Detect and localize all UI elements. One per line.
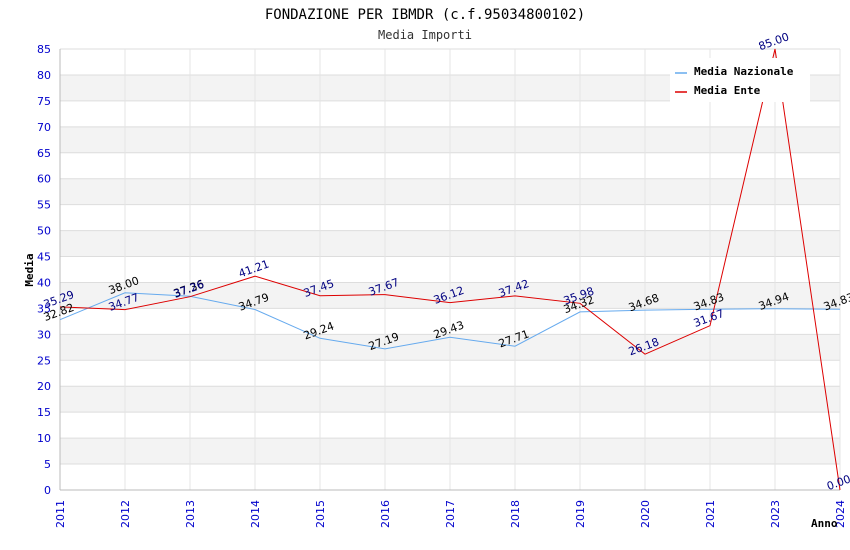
y-tick-label: 45	[37, 251, 51, 264]
axes	[59, 49, 840, 491]
y-tick-label: 80	[37, 69, 51, 82]
x-tick-label: 2024	[834, 500, 847, 528]
y-tick-label: 65	[37, 147, 51, 160]
y-tick-label: 25	[37, 354, 51, 367]
series-lines	[59, 48, 841, 491]
y-tick-label: 55	[37, 199, 51, 212]
x-tick-label: 2011	[54, 500, 67, 528]
x-tick-label: 2015	[314, 500, 327, 528]
y-tick-label: 35	[37, 302, 51, 315]
series-line-ente	[59, 48, 841, 491]
gridlines	[59, 48, 841, 491]
y-tick-label: 10	[37, 432, 51, 445]
x-tick-label: 2018	[509, 500, 522, 528]
legend-label-ente: Media Ente	[694, 84, 761, 97]
y-tick-label: 30	[37, 328, 51, 341]
y-tick-label: 75	[37, 95, 51, 108]
chart-title: FONDAZIONE PER IBMDR (c.f.95034800102)	[265, 7, 585, 23]
y-tick-label: 70	[37, 121, 51, 134]
y-tick-label: 20	[37, 380, 51, 393]
x-tick-label: 2013	[184, 500, 197, 528]
x-axis-title: Anno	[811, 517, 838, 530]
x-tick-labels: 2011 2012 2013 2014 2015 2016 2017 2018 2019 2020…	[54, 500, 847, 528]
x-tick-label: 2020	[639, 500, 652, 528]
x-tick-label: 2016	[379, 500, 392, 528]
legend: Media Nazionale Media Ente	[670, 58, 810, 102]
chart-subtitle: Media Importi	[378, 28, 472, 42]
x-tick-label: 2023	[769, 500, 782, 528]
y-tick-label: 5	[44, 458, 51, 471]
x-tick-label: 2021	[704, 500, 717, 528]
legend-box	[670, 58, 810, 102]
x-tick-label: 2017	[444, 500, 457, 528]
x-tick-label: 2012	[119, 500, 132, 528]
y-tick-label: 60	[37, 173, 51, 186]
x-tick-label: 2014	[249, 500, 262, 528]
y-axis-title: Media	[23, 253, 36, 286]
y-tick-label: 50	[37, 225, 51, 238]
y-tick-label: 15	[37, 406, 51, 419]
x-tick-label: 2019	[574, 500, 587, 528]
y-tick-label: 40	[37, 276, 51, 289]
y-tick-labels: 0 5 10 15 20 25 30 35 40 45 50 55 60 65 70 75 80 85	[37, 43, 51, 497]
y-tick-label: 0	[44, 484, 51, 497]
y-tick-label: 85	[37, 43, 51, 56]
legend-label-nazionale: Media Nazionale	[694, 65, 794, 78]
